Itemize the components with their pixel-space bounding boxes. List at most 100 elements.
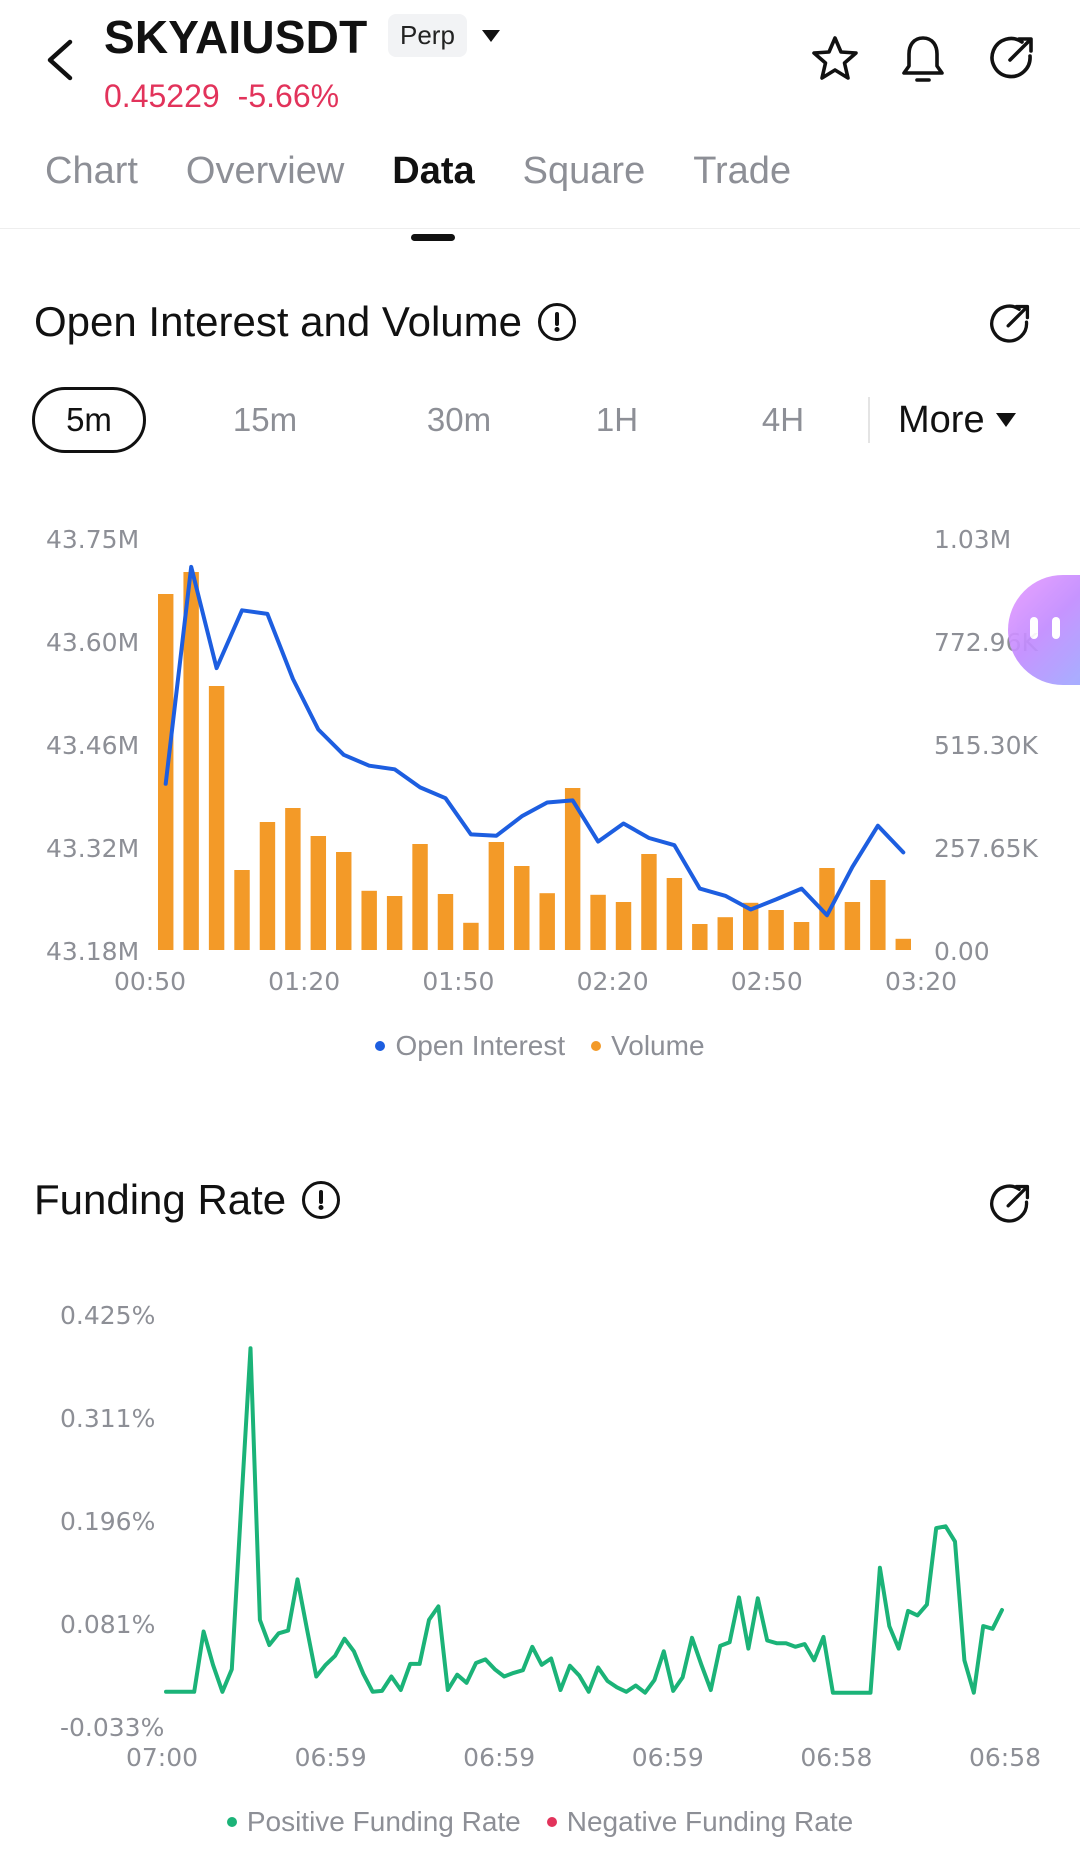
alert-button[interactable] (898, 32, 948, 91)
x-axis-tick: 02:50 (731, 967, 803, 996)
volume-bar (870, 880, 886, 950)
interval-15m[interactable]: 15m (232, 401, 298, 438)
volume-bar (285, 808, 301, 950)
volume-bar (895, 938, 911, 950)
last-price: 0.45229 (104, 78, 220, 114)
chevron-left-icon (47, 39, 73, 81)
volume-bar (539, 893, 555, 950)
y-axis-tick: 0.081% (60, 1610, 155, 1639)
legend-volume[interactable]: Volume (591, 1030, 705, 1062)
oi-title-text: Open Interest and Volume (34, 298, 522, 345)
more-intervals-button[interactable]: More (898, 399, 1017, 442)
legend-negative-funding[interactable]: Negative Funding Rate (546, 1806, 853, 1838)
info-icon[interactable] (537, 303, 576, 341)
volume-bar (615, 902, 632, 950)
left-axis-tick: 43.60M (46, 628, 139, 657)
volume-bar (437, 894, 454, 950)
volume-bar (590, 894, 606, 950)
x-axis-tick: 06:59 (463, 1743, 535, 1772)
interval-4h[interactable]: 4H (761, 401, 805, 438)
x-axis-tick: 07:00 (126, 1743, 198, 1772)
left-axis-tick: 43.75M (46, 525, 139, 554)
tab-data[interactable]: Data (392, 150, 475, 241)
volume-bar (717, 917, 733, 950)
share-icon (990, 1184, 1030, 1223)
share-icon (990, 304, 1030, 343)
volume-bar (361, 890, 377, 950)
perp-badge: Perp (388, 14, 467, 57)
volume-bar (234, 870, 250, 950)
price-change: -5.66% (237, 78, 340, 114)
legend-dot-blue (375, 1041, 386, 1051)
right-axis-tick: 515.30K (934, 731, 1038, 760)
legend-label: Volume (611, 1030, 705, 1061)
legend-dot-orange (591, 1041, 602, 1051)
symbol-title[interactable]: SKYAIUSDT (104, 11, 368, 63)
y-axis-tick: 0.311% (60, 1404, 155, 1433)
x-axis-tick: 06:59 (632, 1743, 704, 1772)
favorite-button[interactable] (810, 34, 860, 89)
volume-bar (768, 910, 784, 950)
open-interest-volume-chart: 43.75M43.60M43.46M43.32M43.18M1.03M772.9… (46, 525, 1038, 996)
interval-5m[interactable]: 5m (32, 387, 146, 453)
volume-bar (692, 924, 708, 950)
x-axis-tick: 01:50 (422, 967, 494, 996)
legend-positive-funding[interactable]: Positive Funding Rate (226, 1806, 521, 1838)
star-icon (812, 36, 858, 80)
left-axis-tick: 43.18M (46, 937, 139, 966)
tab-chart[interactable]: Chart (45, 150, 138, 192)
tab-bar: Chart Overview Data Square Trade (45, 150, 792, 241)
caret-down-icon (481, 29, 500, 42)
caret-down-icon (995, 413, 1016, 427)
volume-bar (564, 788, 581, 950)
y-axis-tick: 0.196% (60, 1507, 155, 1536)
contract-type-selector[interactable]: Perp (388, 14, 501, 57)
info-icon[interactable] (302, 1181, 341, 1219)
volume-bar (819, 868, 835, 950)
tab-square[interactable]: Square (522, 150, 646, 192)
share-icon (990, 36, 1033, 79)
tab-trade[interactable]: Trade (693, 150, 792, 192)
legend-label: Open Interest (395, 1030, 566, 1061)
open-interest-line (163, 564, 906, 918)
legend-open-interest[interactable]: Open Interest (375, 1030, 565, 1062)
funding-rate-line (164, 1346, 1004, 1695)
volume-bar (412, 844, 428, 950)
right-axis-tick: 0.00 (934, 937, 990, 966)
funding-section-title: Funding Rate (34, 1176, 341, 1224)
interval-30m[interactable]: 30m (426, 401, 492, 438)
volume-bar (844, 902, 861, 950)
bell-icon (902, 36, 944, 82)
funding-title-text: Funding Rate (34, 1176, 287, 1223)
interval-separator (868, 397, 870, 443)
x-axis-tick: 06:58 (800, 1743, 872, 1772)
active-tab-indicator (411, 234, 456, 241)
right-axis-tick: 1.03M (934, 525, 1011, 554)
volume-bar (336, 852, 352, 950)
volume-bar (488, 842, 505, 950)
interval-selector: 5m 15m 30m 1H 4H More (32, 384, 1050, 456)
volume-bar (793, 922, 810, 950)
volume-bar (641, 854, 657, 950)
volume-bar (666, 878, 683, 950)
volume-bar (259, 822, 276, 950)
interval-1h[interactable]: 1H (595, 401, 639, 438)
x-axis-tick: 06:58 (969, 1743, 1041, 1772)
legend-dot-red (546, 1817, 557, 1827)
x-axis-tick: 02:20 (577, 967, 649, 996)
left-axis-tick: 43.32M (46, 834, 139, 863)
volume-bar (514, 866, 530, 950)
right-axis-tick: 257.65K (934, 834, 1038, 863)
oi-share-button[interactable] (988, 302, 1032, 351)
more-label: More (898, 398, 985, 441)
tab-overview[interactable]: Overview (185, 150, 345, 192)
price-row: 0.45229 -5.66% (104, 78, 339, 115)
funding-rate-chart: 0.425% 0.311% 0.196% 0.081% -0.033%07:00 06:5… (60, 1301, 1041, 1772)
volume-bar (310, 836, 327, 950)
left-axis-tick: 43.46M (46, 731, 139, 760)
back-button[interactable] (40, 30, 80, 90)
legend-label: Positive Funding Rate (246, 1806, 521, 1837)
share-button[interactable] (988, 34, 1036, 87)
legend-dot-green (226, 1817, 237, 1827)
funding-share-button[interactable] (988, 1182, 1032, 1231)
